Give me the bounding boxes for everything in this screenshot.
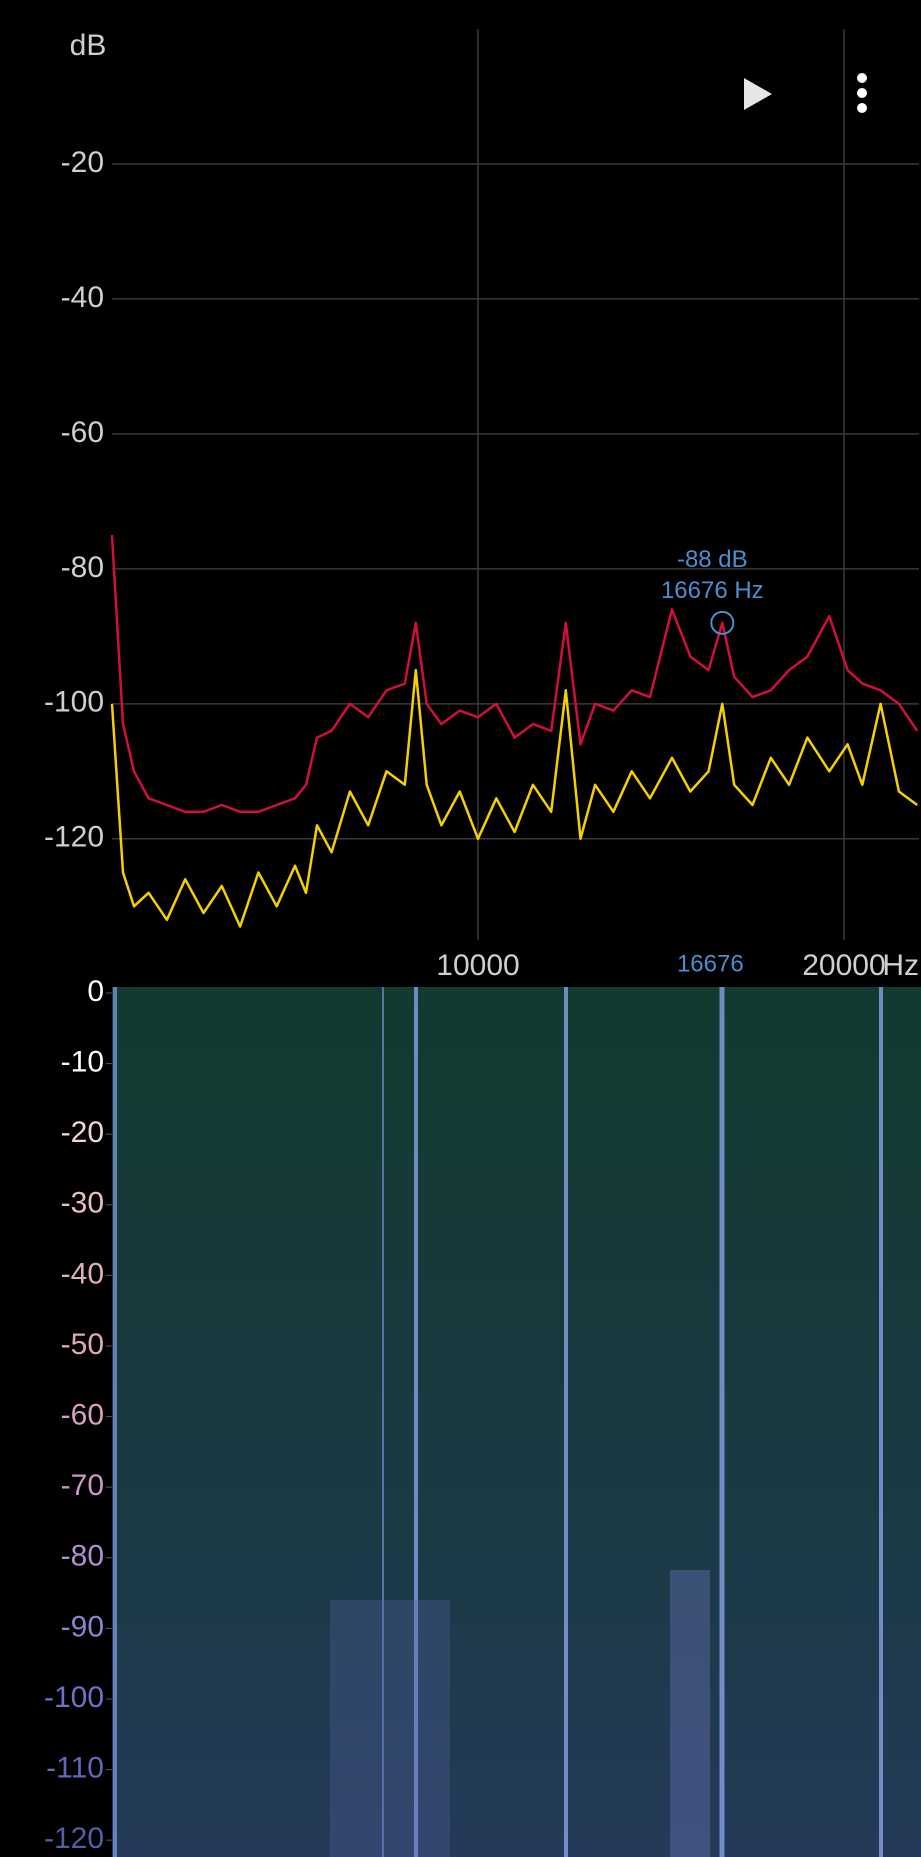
y-tick-label: -60 (61, 1399, 104, 1432)
y-tick-label: -40 (61, 281, 104, 314)
spectrogram-traces (113, 987, 883, 1857)
cursor-label: -88 dB (677, 546, 748, 573)
y-tick-label: -60 (61, 416, 104, 449)
y-tick-label: -120 (44, 1822, 104, 1855)
y-tick-label: -10 (61, 1046, 104, 1079)
cursor-label: 16676 Hz (661, 577, 764, 604)
spectrum-line (110, 535, 919, 814)
y-tick-label: -120 (44, 821, 104, 854)
trace-patch (670, 1570, 710, 1857)
y-tick-label: -80 (61, 551, 104, 584)
x-tick-label: 10000 (436, 949, 519, 982)
menu-dot (857, 73, 867, 83)
trace-patch (330, 1600, 450, 1857)
x-tick-label: 20000 (802, 949, 885, 982)
y-tick-label: -100 (44, 1681, 104, 1714)
toolbar (744, 73, 867, 113)
x-axis-label: Hz (882, 949, 919, 982)
y-tick-label: -70 (61, 1469, 104, 1502)
y-axis-label: dB (70, 29, 107, 62)
y-tick-label: -20 (61, 1116, 104, 1149)
y-tick-label: -50 (61, 1328, 104, 1361)
y-tick-label: -20 (61, 146, 104, 179)
menu-dot (857, 103, 867, 113)
y-tick-label: -30 (61, 1187, 104, 1220)
y-tick-label: -110 (46, 1752, 104, 1785)
menu-button[interactable] (857, 73, 867, 113)
y-tick-label: -80 (61, 1540, 104, 1573)
y-tick-label: 0 (87, 975, 104, 1008)
y-tick-label: -40 (61, 1257, 104, 1290)
cursor-x-label: 16676 (677, 950, 744, 977)
spectrum-line (110, 668, 918, 928)
menu-dot (857, 88, 867, 98)
y-tick-label: -90 (61, 1610, 104, 1643)
cursor-marker (710, 610, 735, 635)
spectrogram-image (112, 987, 921, 1857)
play-button[interactable] (744, 78, 772, 110)
y-tick-label: -100 (44, 686, 104, 719)
